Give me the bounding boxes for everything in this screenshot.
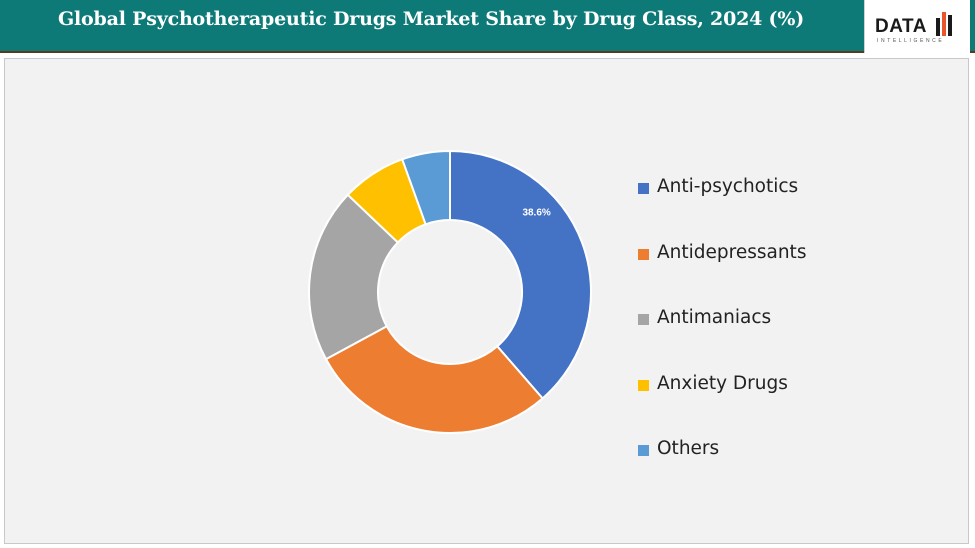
page-title: Global Psychotherapeutic Drugs Market Sh… — [58, 8, 804, 30]
legend-label: Antimaniacs — [657, 307, 772, 328]
legend-swatch — [638, 379, 649, 391]
logo-wordmark: DATA — [875, 16, 927, 37]
legend-label: Antidepressants — [657, 241, 807, 263]
slice-antimaniacs — [308, 193, 400, 361]
legend-swatch — [638, 183, 649, 194]
slice-others — [400, 149, 451, 226]
header-bar: Global Psychotherapeutic Drugs Market Sh… — [0, 0, 975, 53]
legend-swatch — [638, 314, 649, 325]
data-label-anti-psychotics: 38.6% — [522, 208, 550, 219]
legend-item-antimaniacs: Antimaniacs — [636, 307, 936, 373]
legend-label: Others — [657, 438, 720, 459]
bar-chart-icon — [936, 12, 952, 36]
legend-label: Anti-psychotics — [657, 176, 799, 197]
chart-legend: Anti-psychotics Antidepressants Antimaniac… — [636, 176, 936, 504]
legend-item-others: Others — [636, 438, 936, 504]
legend-swatch — [638, 445, 649, 456]
logo: DATA INTELLIGENCE — [864, 0, 970, 53]
legend-label: Anxiety Drugs — [657, 372, 788, 394]
slice-anti-psychotics — [449, 149, 592, 400]
legend-item-antidepressants: Antidepressants — [636, 242, 936, 308]
legend-item-anti-psychotics: Anti-psychotics — [636, 176, 936, 242]
plot-area — [4, 58, 969, 544]
logo-tagline: INTELLIGENCE — [877, 38, 945, 44]
legend-item-anxiety-drugs: Anxiety Drugs — [636, 373, 936, 439]
legend-swatch — [638, 248, 649, 260]
slice-antidepressants — [324, 324, 544, 434]
